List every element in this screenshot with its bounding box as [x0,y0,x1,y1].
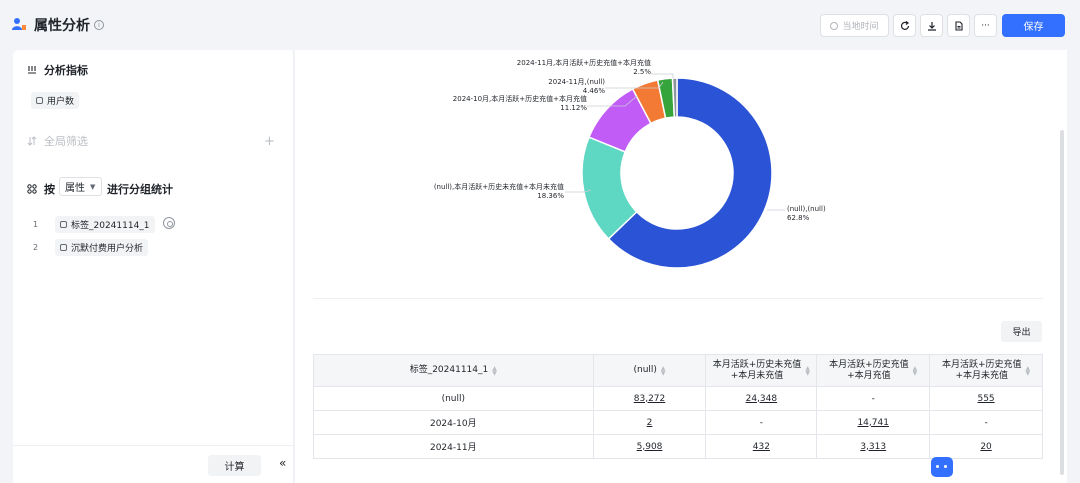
group-index: 1 [33,220,39,229]
group-item-tag[interactable]: 标签_20241114_1 [55,216,155,233]
metric-icon [28,66,36,74]
sort-icon[interactable]: ▲ ▼ [1025,364,1031,377]
local-time-label: 当地时间 [842,22,879,32]
table-row: 2024-11月 5,908 432 3,313 20 [313,434,1043,459]
metrics-section-title: 分析指标 [27,62,88,78]
column-header[interactable]: 标签_20241114_1 ▲ ▼ [313,354,594,387]
slice-label-2024-10: 2024-10月,本月活跃+历史充值+本月充值 11.12% [452,95,587,112]
sort-icon[interactable]: ▲ ▼ [492,364,497,377]
table-cell-link[interactable]: 2 [592,410,707,435]
table-cell-link[interactable]: 83,272 [592,386,707,411]
leader-line [605,81,664,89]
group-type-select[interactable]: 属性 ▼ [59,177,102,196]
copy-icon [60,244,67,251]
add-filter-icon[interactable]: + [264,134,275,149]
row-label: (null) [313,386,594,411]
export-button[interactable]: 导出 [1001,321,1042,342]
slice-label-null-null: (null),(null) 62.8% [787,205,826,222]
collapse-panel-icon[interactable]: « [279,456,287,470]
clock-icon [830,21,839,30]
info-icon[interactable]: i [94,20,104,30]
divider [313,298,1043,299]
page-header: 属性分析 i 当地时间 ··· 保存 [0,0,1080,50]
vertical-scrollbar[interactable] [1060,130,1064,475]
save-button[interactable]: 保存 [1002,14,1065,37]
more-button[interactable]: ··· [974,14,997,37]
chart-area: 2024-11月,本月活跃+历史充值+本月充值 2.5% 2024-11月,(n… [295,50,1067,300]
leader-line [587,95,638,107]
refresh-icon [900,20,909,30]
leader-line [565,189,592,193]
calculate-button[interactable]: 计算 [208,455,261,476]
table-cell: - [705,410,818,435]
more-icon: ··· [981,20,990,31]
leader-line [651,73,674,78]
config-panel: 分析指标 用户数 全局筛选 + 按 属性 ▼ 进行分组统计 1 标签_20241… [13,50,294,483]
table-cell: - [816,386,931,411]
table-cell-link[interactable]: 555 [929,386,1043,411]
table-cell-link[interactable]: 20 [929,434,1043,459]
global-filter-title[interactable]: 全局筛选 [27,133,88,149]
donut-slice[interactable] [607,77,773,269]
table-row: 2024-10月 2 - 14,741 - [313,410,1043,435]
table-header-row: 标签_20241114_1 ▲ ▼ (null) ▲ ▼ 本月活跃+历史未充值 +本月未充… [313,354,1043,387]
group-index: 2 [33,243,39,252]
divider [13,445,294,446]
download-button[interactable] [920,14,943,37]
slice-label-2024-11-recharge: 2024-11月,本月活跃+历史充值+本月充值 2.5% [516,59,651,76]
slice-label-2024-11-null: 2024-11月,(null) 4.46% [548,78,605,95]
metric-tag-users[interactable]: 用户数 [31,92,80,109]
page-title: 属性分析 [34,18,90,34]
table-cell-link[interactable]: 432 [705,434,818,459]
document-button[interactable] [947,14,970,37]
sort-icon[interactable]: ▲ ▼ [805,364,810,377]
table-cell-link[interactable]: 5,908 [592,434,707,459]
chevron-down-icon: ▼ [90,182,96,191]
table-row: (null) 83,272 24,348 - 555 [313,386,1043,411]
slice-label-null-inactive: (null),本月活跃+历史未充值+本月未充值 18.36% [433,183,564,200]
local-time-button[interactable]: 当地时间 [820,14,889,37]
assistant-bot-icon[interactable] [931,457,953,477]
result-panel: 2024-11月,本月活跃+历史充值+本月充值 2.5% 2024-11月,(n… [295,50,1067,483]
table-cell-link[interactable]: 3,313 [816,434,931,459]
download-icon [927,21,936,31]
sort-icon[interactable]: ▲ ▼ [912,364,918,377]
column-header[interactable]: 本月活跃+历史充值 +本月充值 ▲ ▼ [816,354,931,387]
table-cell: - [929,410,1043,435]
donut-chart [565,73,785,269]
row-label: 2024-10月 [313,410,594,435]
group-icon [27,184,37,194]
refresh-button[interactable] [893,14,916,37]
sort-icon[interactable]: ▲ ▼ [660,364,666,377]
copy-icon [60,221,67,228]
group-section-title: 按 [27,181,55,197]
column-header[interactable]: 本月活跃+历史未充值 +本月未充值 ▲ ▼ [705,354,818,387]
table-cell-link[interactable]: 24,348 [705,386,818,411]
row-label: 2024-11月 [313,434,594,459]
attribute-analysis-icon [12,18,26,30]
column-header[interactable]: (null) ▲ ▼ [592,354,707,387]
group-settings-icon[interactable] [163,217,175,229]
user-icon [36,97,43,104]
document-icon [954,20,963,31]
donut-slice[interactable] [671,77,678,118]
result-table: 标签_20241114_1 ▲ ▼ (null) ▲ ▼ 本月活跃+历史未充值 +本月未充… [313,354,1043,459]
table-cell-link[interactable]: 14,741 [816,410,931,435]
column-header[interactable]: 本月活跃+历史充值 +本月未充值 ▲ ▼ [929,354,1043,387]
group-suffix-label: 进行分组统计 [107,183,173,196]
filter-icon [27,136,37,146]
group-item-tag[interactable]: 沉默付费用户分析 [55,239,149,256]
